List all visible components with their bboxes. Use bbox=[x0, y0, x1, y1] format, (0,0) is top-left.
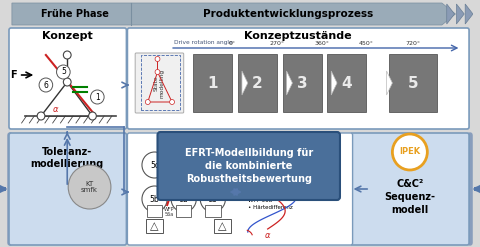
Circle shape bbox=[142, 186, 167, 212]
Text: 0°: 0° bbox=[229, 41, 236, 46]
Text: 1: 1 bbox=[207, 76, 218, 90]
FancyBboxPatch shape bbox=[238, 54, 277, 112]
Text: State
modelling: State modelling bbox=[154, 68, 165, 98]
Text: Frühe Phase: Frühe Phase bbox=[41, 9, 109, 19]
FancyBboxPatch shape bbox=[146, 219, 163, 233]
Circle shape bbox=[142, 152, 167, 178]
Text: WFP 56a
• Härtedifferenz: WFP 56a • Härtedifferenz bbox=[248, 198, 292, 210]
Polygon shape bbox=[456, 4, 464, 24]
Polygon shape bbox=[12, 3, 456, 25]
FancyBboxPatch shape bbox=[9, 28, 126, 129]
Text: 6: 6 bbox=[44, 81, 48, 89]
Circle shape bbox=[39, 78, 53, 92]
Text: 2: 2 bbox=[252, 76, 263, 90]
Text: 6b: 6b bbox=[208, 194, 218, 204]
FancyBboxPatch shape bbox=[9, 133, 126, 245]
Text: 4: 4 bbox=[341, 76, 352, 90]
Text: C&C²
Sequenz-
modell: C&C² Sequenz- modell bbox=[384, 179, 435, 215]
Text: 3: 3 bbox=[297, 76, 307, 90]
Text: α: α bbox=[264, 230, 270, 240]
Circle shape bbox=[37, 112, 45, 120]
Text: 6a: 6a bbox=[179, 194, 189, 204]
Circle shape bbox=[200, 186, 226, 212]
Circle shape bbox=[145, 100, 150, 104]
Circle shape bbox=[63, 51, 71, 59]
Text: 5c: 5c bbox=[150, 161, 159, 169]
FancyBboxPatch shape bbox=[205, 205, 221, 217]
Text: 1a: 1a bbox=[218, 161, 227, 169]
Circle shape bbox=[210, 152, 235, 178]
Circle shape bbox=[169, 100, 175, 104]
Polygon shape bbox=[386, 71, 392, 95]
Text: Konzeptzustände: Konzeptzustände bbox=[244, 31, 352, 41]
Polygon shape bbox=[242, 71, 248, 95]
Text: 5b: 5b bbox=[150, 194, 159, 204]
Text: 5: 5 bbox=[408, 76, 418, 90]
FancyBboxPatch shape bbox=[193, 54, 232, 112]
Text: Drive rotation angle: Drive rotation angle bbox=[174, 40, 233, 45]
Circle shape bbox=[63, 78, 71, 86]
Polygon shape bbox=[287, 71, 292, 95]
Text: 450°: 450° bbox=[359, 41, 373, 46]
Polygon shape bbox=[331, 71, 337, 95]
FancyBboxPatch shape bbox=[127, 133, 353, 245]
Text: 1: 1 bbox=[95, 92, 100, 102]
Text: △: △ bbox=[218, 221, 227, 231]
Circle shape bbox=[57, 65, 70, 79]
Text: IPEK: IPEK bbox=[399, 147, 420, 157]
Circle shape bbox=[155, 69, 160, 75]
FancyBboxPatch shape bbox=[157, 132, 340, 200]
Text: Konzept: Konzept bbox=[42, 31, 93, 41]
Circle shape bbox=[68, 165, 111, 209]
Circle shape bbox=[89, 112, 96, 120]
FancyBboxPatch shape bbox=[214, 219, 231, 233]
FancyBboxPatch shape bbox=[351, 133, 469, 245]
Text: 270°: 270° bbox=[269, 41, 284, 46]
Polygon shape bbox=[447, 4, 455, 24]
Text: WFP
56a: WFP 56a bbox=[164, 206, 174, 217]
Polygon shape bbox=[465, 4, 473, 24]
Text: Toleranz-
modellierung: Toleranz- modellierung bbox=[31, 147, 104, 169]
Text: △: △ bbox=[150, 221, 159, 231]
Text: 5: 5 bbox=[61, 67, 66, 77]
FancyBboxPatch shape bbox=[127, 28, 469, 129]
Text: F: F bbox=[10, 70, 17, 80]
Circle shape bbox=[171, 186, 196, 212]
Circle shape bbox=[155, 57, 160, 62]
FancyBboxPatch shape bbox=[283, 54, 322, 112]
FancyBboxPatch shape bbox=[388, 54, 437, 112]
Text: Produktentwicklungsprozess: Produktentwicklungsprozess bbox=[204, 9, 373, 19]
Text: LSS 55ab
• Steifigkeit: LSS 55ab • Steifigkeit bbox=[248, 173, 280, 185]
FancyBboxPatch shape bbox=[176, 205, 192, 217]
Text: EFRT-Modellbildung für
die kombinierte
Robustheitsbewertung: EFRT-Modellbildung für die kombinierte R… bbox=[185, 148, 313, 184]
Text: α: α bbox=[53, 104, 59, 114]
FancyBboxPatch shape bbox=[327, 54, 366, 112]
Text: WFP 56b
• Linienkontakt: WFP 56b • Linienkontakt bbox=[248, 148, 290, 160]
Circle shape bbox=[91, 90, 104, 104]
Text: KT
smfk: KT smfk bbox=[81, 181, 98, 193]
Text: 360°: 360° bbox=[314, 41, 329, 46]
Circle shape bbox=[392, 134, 427, 170]
FancyBboxPatch shape bbox=[135, 53, 184, 113]
Text: 720°: 720° bbox=[405, 41, 420, 46]
Text: α: α bbox=[186, 152, 192, 161]
FancyBboxPatch shape bbox=[147, 205, 162, 217]
